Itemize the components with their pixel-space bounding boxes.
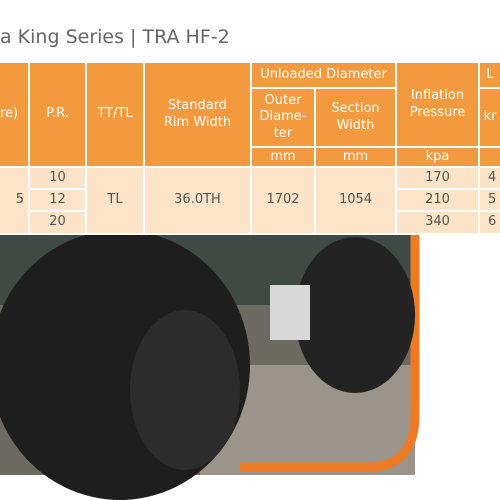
header-section-width: Section Width xyxy=(316,89,395,146)
cell: 170 xyxy=(397,168,478,188)
cell-size: 5 xyxy=(0,168,28,233)
unit: kpa xyxy=(397,148,478,166)
cell: 1702 xyxy=(252,168,314,233)
header-outer-diameter: Outer Diame- ter xyxy=(252,89,314,146)
cell: 12 xyxy=(30,190,85,210)
cell: 6 xyxy=(480,212,500,233)
cell: 10 xyxy=(30,168,85,188)
header-line: Outer xyxy=(264,93,302,109)
cell: 210 xyxy=(397,190,478,210)
tire xyxy=(295,237,415,393)
unit-blank xyxy=(480,148,500,166)
header-tube-type: TT/TL xyxy=(87,63,143,166)
tire-rim xyxy=(130,310,240,470)
photo-part xyxy=(270,285,310,340)
unit: mm xyxy=(252,148,314,166)
cell: 20 xyxy=(30,212,85,233)
header-unloaded-diameter: Unloaded Diameter xyxy=(252,63,395,87)
header-load-unit: kr xyxy=(480,89,500,146)
title: a King Series | TRA HF-2 xyxy=(0,26,230,48)
cell: TL xyxy=(87,168,143,233)
header-line: ter xyxy=(273,125,293,141)
cell: 1054 xyxy=(316,168,395,233)
unit: mm xyxy=(316,148,395,166)
photo xyxy=(0,235,500,500)
cell: 340 xyxy=(397,212,478,233)
header-rim: Standard Rim Width xyxy=(145,63,250,166)
header-size: re) xyxy=(0,63,28,166)
header-line: Diame- xyxy=(259,109,307,125)
header-inflation: Inflation Pressure xyxy=(397,63,478,146)
photo-frame xyxy=(240,235,420,472)
cell: 5 xyxy=(480,190,500,210)
cell: 36.0TH xyxy=(145,168,250,233)
header-load: L xyxy=(480,63,500,87)
header-ply-rating: P.R. xyxy=(30,63,85,166)
cell: 4 xyxy=(480,168,500,188)
